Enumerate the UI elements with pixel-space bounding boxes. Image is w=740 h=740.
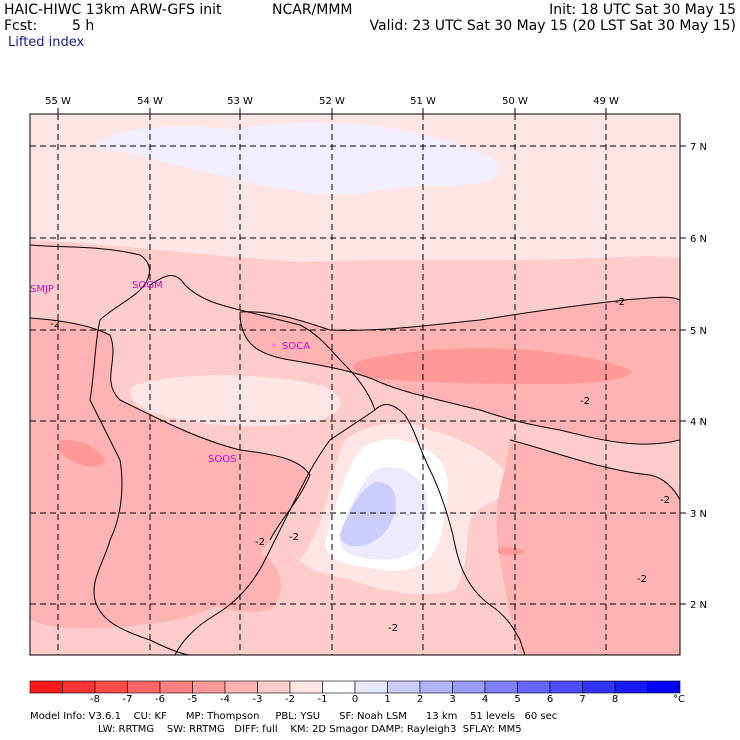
top-ticks [57, 108, 686, 605]
lon-label: 49 W [593, 96, 619, 107]
colorbar-swatch [354, 680, 388, 694]
field-name: Lifted index [8, 35, 85, 50]
contour-label: -2 [255, 537, 265, 548]
colorbar-swatch [419, 680, 453, 694]
model-info-line1: Model Info: V3.6.1 CU: KF MP: Thompson P… [30, 711, 558, 722]
contour-lines [30, 296, 680, 541]
org-label: NCAR/MMM [272, 2, 353, 18]
colorbar-tick-label: 1 [384, 694, 391, 705]
lat-label: 5 N [690, 326, 707, 337]
lon-label: 51 W [410, 96, 436, 107]
colorbar-tick-label: -1 [317, 694, 328, 705]
colorbar-tick-label: -6 [155, 694, 165, 705]
plot-frame [29, 113, 681, 656]
colorbar-tick-label: -8 [90, 694, 100, 705]
forecast-label: Fcst: [4, 18, 38, 34]
contour-label: -2 [615, 297, 625, 308]
colorbar-tick-label: 3 [449, 694, 456, 705]
colorbar-swatch [582, 680, 616, 694]
colorbar-tick-label: 7 [579, 694, 586, 705]
colorbar-swatch [257, 680, 291, 694]
colorbar-swatch [94, 680, 128, 694]
lat-label: 3 N [690, 509, 707, 520]
colorbar-tick-label: 6 [546, 694, 554, 705]
colorbar-swatch [647, 680, 681, 694]
colorbar-tick-label: 4 [481, 694, 489, 705]
colorbar-swatch [62, 680, 96, 694]
colorbar-tick-label: -2 [285, 694, 295, 705]
shaded-field [30, 114, 680, 655]
init-time: Init: 18 UTC Sat 30 May 15 [549, 2, 736, 18]
lon-label: 52 W [319, 96, 345, 107]
colorbar-swatch [387, 680, 421, 694]
forecast-hours: 5 h [72, 18, 95, 34]
lon-label: 54 W [137, 96, 163, 107]
colorbar-swatch [484, 680, 518, 694]
station-marker [272, 343, 276, 347]
lat-label: 6 N [690, 234, 707, 245]
colorbar-tick-label: 0 [351, 694, 359, 705]
colorbar [29, 680, 681, 694]
colorbar-unit: °C [673, 694, 685, 705]
contour-label: -2 [660, 495, 670, 506]
colorbar-tick-label: -3 [252, 694, 263, 705]
contour-label: -2 [50, 319, 60, 330]
colorbar-tick-label: -7 [122, 694, 133, 705]
colorbar-swatch [127, 680, 161, 694]
coastlines [30, 244, 526, 655]
contour-label: -2 [289, 532, 299, 543]
colorbar-swatch [322, 680, 356, 694]
station-soca: SOCA [282, 341, 310, 352]
colorbar-tick-label: 2 [416, 694, 424, 705]
model-info-line2: LW: RRTMG SW: RRTMG DIFF: full KM: 2D Sm… [98, 724, 522, 735]
colorbar-swatch [289, 680, 323, 694]
colorbar-tick-label: -4 [220, 694, 230, 705]
colorbar-swatch [517, 680, 551, 694]
colorbar-tick-label: 5 [514, 694, 521, 705]
colorbar-swatch [614, 680, 648, 694]
station-smjp: SMJP [30, 284, 54, 295]
lat-label: 2 N [690, 600, 707, 611]
model-title: HAIC-HIWC 13km ARW-GFS init [4, 2, 222, 18]
contour-label: -2 [388, 623, 398, 634]
colorbar-swatch [224, 680, 258, 694]
colorbar-tick-label: -5 [187, 694, 198, 705]
lon-label: 50 W [502, 96, 528, 107]
colorbar-swatch [159, 680, 193, 694]
colorbar-tick-label: 8 [611, 694, 619, 705]
station-soos: SOOS [208, 454, 236, 465]
colorbar-swatch [192, 680, 226, 694]
colorbar-swatch [29, 680, 63, 694]
lat-lon-grid [30, 114, 680, 655]
station-sogm: SOGM [132, 280, 163, 291]
lat-label: 7 N [690, 142, 707, 153]
contour-label: -2 [580, 396, 590, 407]
lat-label: 4 N [690, 417, 707, 428]
colorbar-swatch [452, 680, 486, 694]
lon-label: 55 W [45, 96, 71, 107]
lon-label: 53 W [227, 96, 253, 107]
colorbar-swatch [549, 680, 583, 694]
contour-label: -2 [637, 574, 647, 585]
valid-time: Valid: 23 UTC Sat 30 May 15 (20 LST Sat … [369, 18, 736, 34]
